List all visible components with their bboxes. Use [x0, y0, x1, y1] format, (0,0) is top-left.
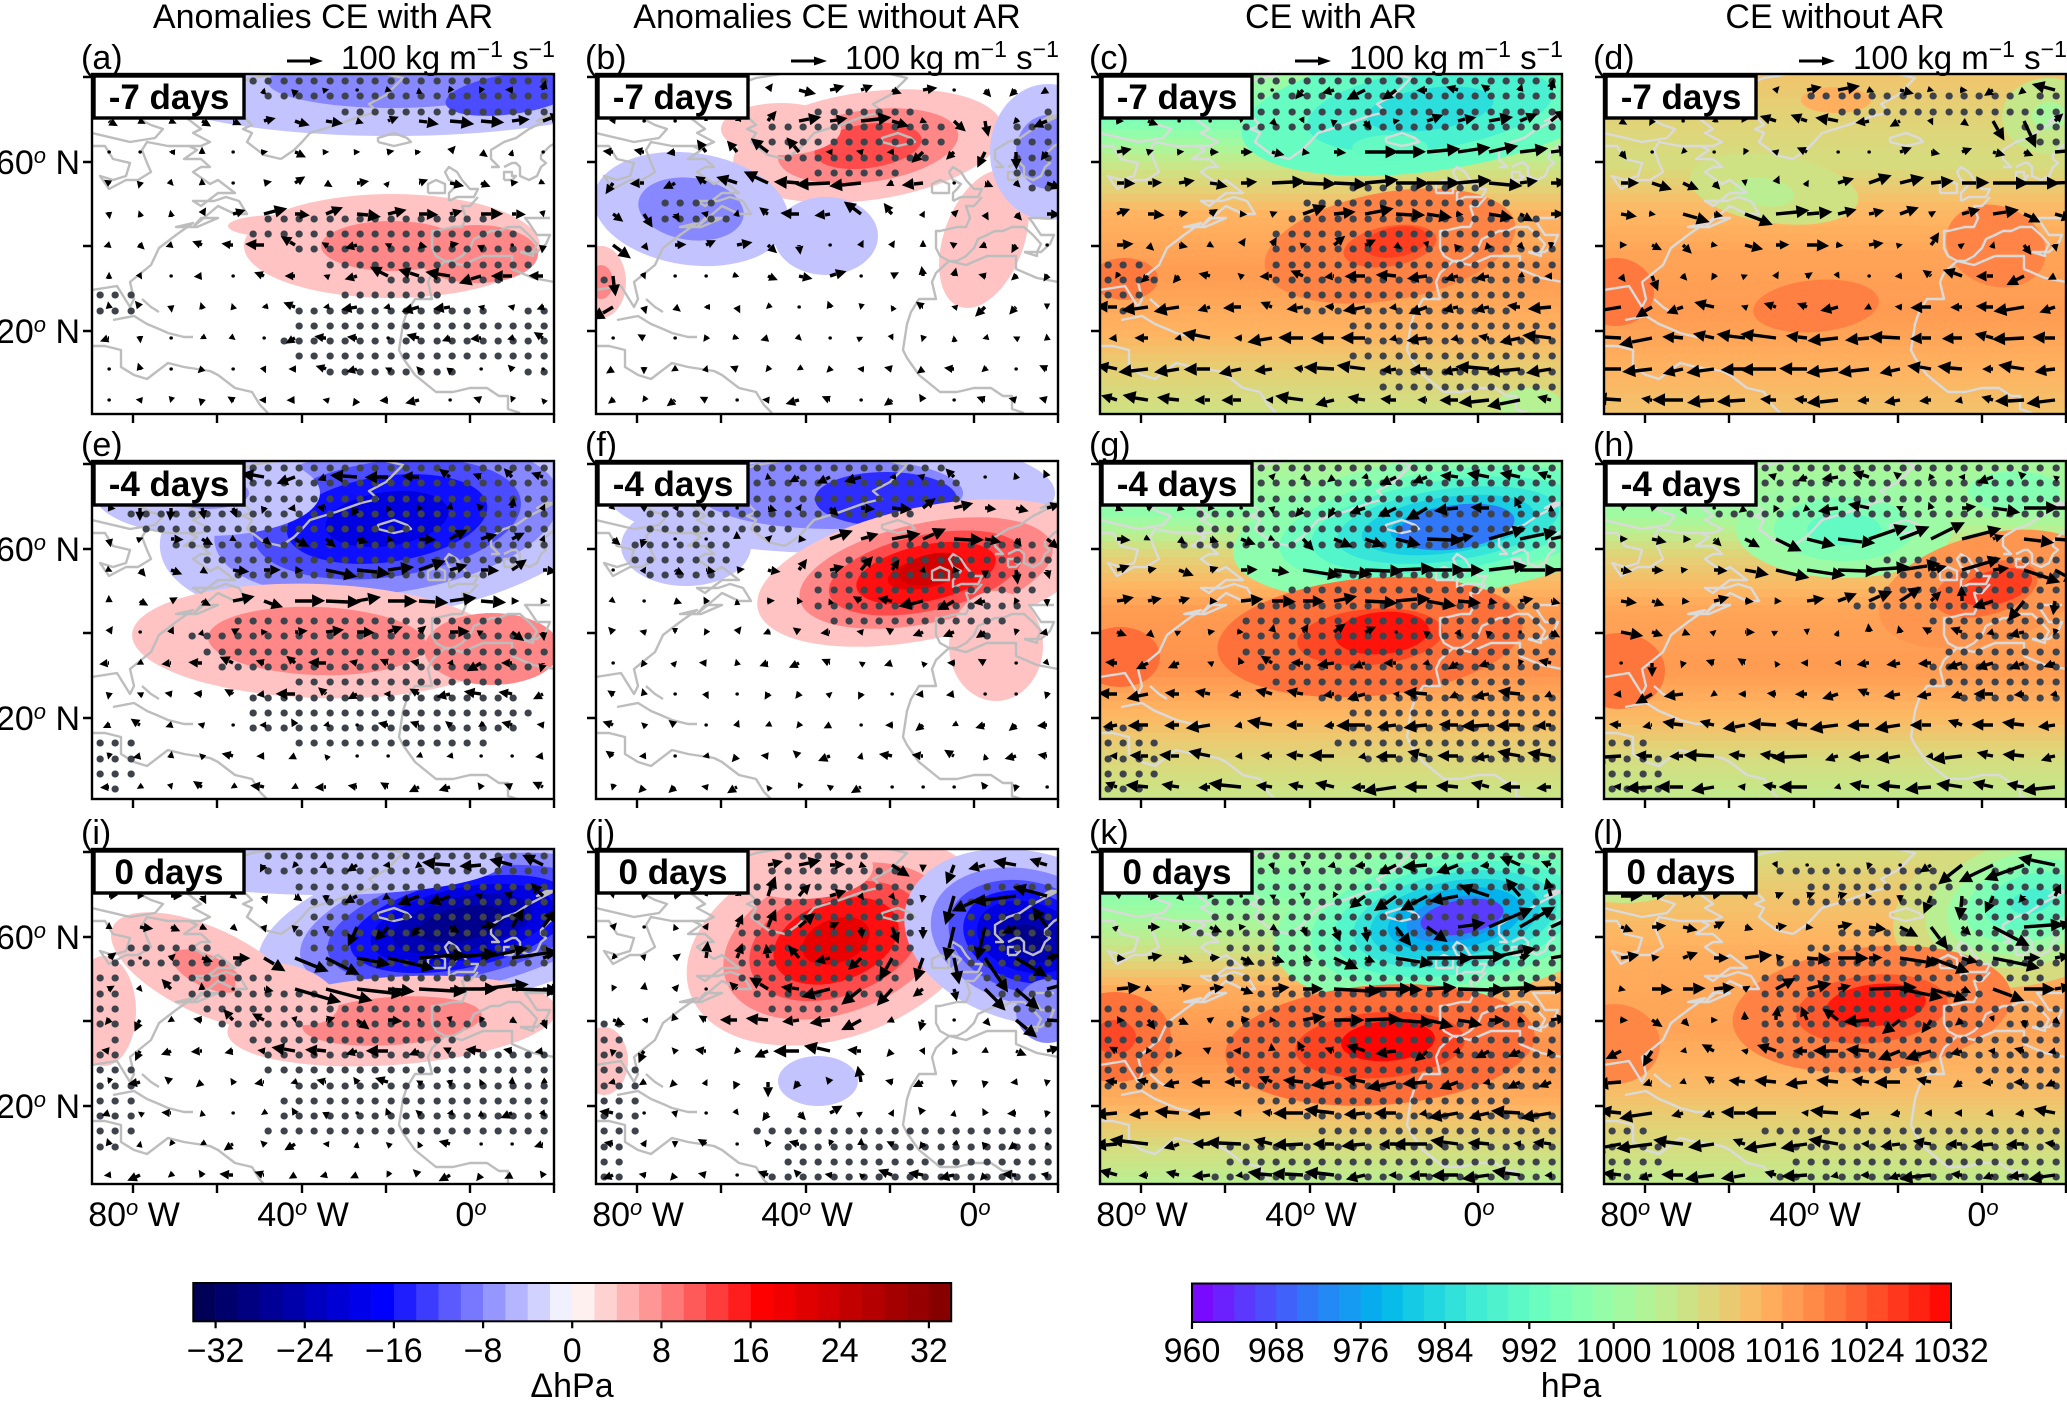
svg-text:Anomalies CE with AR: Anomalies CE with AR: [153, 0, 493, 36]
svg-text:40o W: 40o W: [1769, 1195, 1861, 1234]
svg-text:32: 32: [910, 1332, 948, 1370]
svg-text:960: 960: [1164, 1332, 1221, 1370]
svg-text:100 kg m−1 s−1: 100 kg m−1 s−1: [341, 36, 555, 76]
svg-text:100 kg m−1 s−1: 100 kg m−1 s−1: [1853, 36, 2067, 76]
svg-text:-7 days: -7 days: [1621, 78, 1742, 117]
svg-text:0 days: 0 days: [115, 853, 224, 892]
svg-text:16: 16: [732, 1332, 770, 1370]
svg-text:40o W: 40o W: [761, 1195, 853, 1234]
svg-text:-7 days: -7 days: [613, 78, 734, 117]
svg-text:1024: 1024: [1829, 1332, 1905, 1370]
svg-text:984: 984: [1417, 1332, 1474, 1370]
svg-text:hPa: hPa: [1541, 1367, 1602, 1400]
svg-text:(b): (b): [585, 39, 627, 77]
svg-text:CE with AR: CE with AR: [1245, 0, 1417, 36]
svg-text:(k): (k): [1089, 814, 1129, 852]
svg-text:992: 992: [1501, 1332, 1558, 1370]
svg-text:-4 days: -4 days: [613, 465, 734, 504]
svg-text:(l): (l): [1593, 814, 1623, 852]
svg-text:−8: −8: [464, 1332, 503, 1370]
svg-text:80o W: 80o W: [592, 1195, 684, 1234]
svg-text:(a): (a): [81, 39, 123, 77]
svg-text:60o N: 60o N: [0, 143, 80, 182]
svg-text:ΔhPa: ΔhPa: [530, 1367, 613, 1400]
svg-text:1032: 1032: [1913, 1332, 1989, 1370]
svg-text:24: 24: [821, 1332, 859, 1370]
svg-text:CE without AR: CE without AR: [1725, 0, 1944, 36]
svg-text:100 kg m−1 s−1: 100 kg m−1 s−1: [845, 36, 1059, 76]
svg-text:−16: −16: [365, 1332, 423, 1370]
svg-text:-7 days: -7 days: [1117, 78, 1238, 117]
svg-text:0: 0: [563, 1332, 582, 1370]
svg-text:1016: 1016: [1744, 1332, 1820, 1370]
svg-text:Anomalies CE without AR: Anomalies CE without AR: [633, 0, 1020, 36]
svg-text:0 days: 0 days: [619, 853, 728, 892]
svg-text:0 days: 0 days: [1123, 853, 1232, 892]
svg-text:100 kg m−1 s−1: 100 kg m−1 s−1: [1349, 36, 1563, 76]
svg-text:976: 976: [1332, 1332, 1389, 1370]
svg-text:(d): (d): [1593, 39, 1635, 77]
svg-text:-4 days: -4 days: [1621, 465, 1742, 504]
svg-text:1000: 1000: [1576, 1332, 1652, 1370]
svg-text:(h): (h): [1593, 426, 1635, 464]
svg-text:-4 days: -4 days: [1117, 465, 1238, 504]
svg-text:−24: −24: [276, 1332, 334, 1370]
svg-text:1008: 1008: [1660, 1332, 1736, 1370]
svg-text:(f): (f): [585, 426, 617, 464]
svg-text:8: 8: [652, 1332, 671, 1370]
svg-text:(c): (c): [1089, 39, 1129, 77]
svg-text:968: 968: [1248, 1332, 1305, 1370]
svg-text:80o W: 80o W: [88, 1195, 180, 1234]
svg-text:(g): (g): [1089, 426, 1131, 464]
svg-text:(e): (e): [81, 426, 123, 464]
svg-text:-4 days: -4 days: [109, 465, 230, 504]
svg-text:(i): (i): [81, 814, 111, 852]
svg-text:-7 days: -7 days: [109, 78, 230, 117]
svg-text:−32: −32: [187, 1332, 245, 1370]
svg-text:0o: 0o: [455, 1195, 486, 1234]
svg-text:80o W: 80o W: [1600, 1195, 1692, 1234]
svg-text:(j): (j): [585, 814, 615, 852]
svg-text:0 days: 0 days: [1627, 853, 1736, 892]
